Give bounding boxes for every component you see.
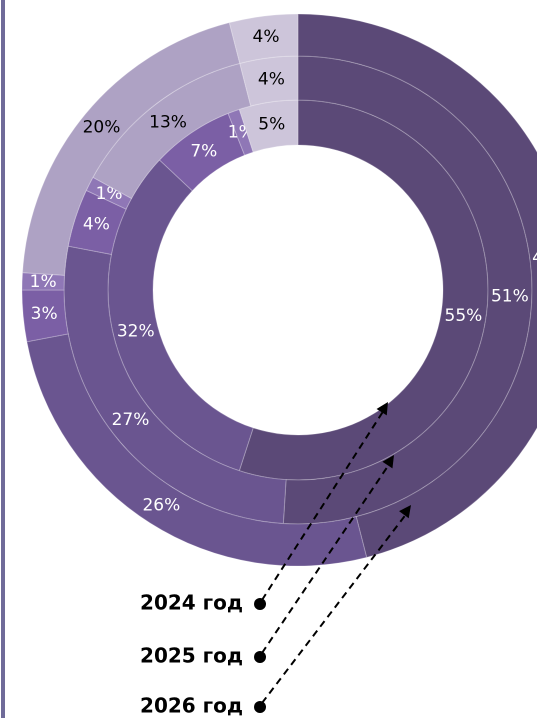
ring-segment bbox=[26, 333, 368, 567]
rings: 55%32%7%1%5%51%27%4%1%13%4%46%26%3%1%20%… bbox=[21, 13, 537, 567]
ring-segment bbox=[239, 55, 299, 107]
ring-segment bbox=[85, 176, 133, 210]
value-label: 4% bbox=[258, 70, 285, 90]
value-label: 3% bbox=[31, 304, 58, 324]
value-label: 13% bbox=[149, 112, 187, 132]
arrow-head bbox=[382, 455, 394, 469]
year-label: 2025 год bbox=[140, 644, 243, 668]
arrow-line bbox=[261, 512, 408, 704]
arrow-head bbox=[399, 505, 411, 519]
arrow-head bbox=[376, 402, 388, 416]
value-label: 20% bbox=[83, 117, 121, 137]
marker-dot bbox=[254, 701, 266, 713]
ring-segment bbox=[297, 13, 537, 558]
value-label: 4% bbox=[83, 214, 110, 234]
value-label: 5% bbox=[258, 115, 285, 135]
marker-dot bbox=[254, 651, 266, 663]
ring-segment bbox=[282, 55, 533, 525]
value-label: 46% bbox=[532, 248, 537, 268]
value-label: 32% bbox=[117, 322, 155, 342]
value-label: 51% bbox=[491, 287, 529, 307]
ring-segment bbox=[238, 99, 299, 153]
value-label: 27% bbox=[112, 410, 150, 430]
value-label: 1% bbox=[30, 272, 57, 292]
value-label: 4% bbox=[253, 27, 280, 47]
arrow-line bbox=[261, 409, 385, 601]
ring-segment bbox=[228, 13, 299, 64]
marker-dot bbox=[254, 598, 266, 610]
ring-segment bbox=[67, 189, 127, 255]
ring-segment bbox=[21, 272, 65, 291]
value-label: 26% bbox=[142, 495, 180, 515]
value-label: 7% bbox=[190, 141, 217, 161]
value-label: 55% bbox=[445, 306, 483, 326]
annotations: 2024 год 2025 год 2026 год bbox=[140, 402, 411, 718]
arrow-line bbox=[261, 462, 391, 654]
ring-segment bbox=[227, 108, 254, 156]
year-label: 2026 год bbox=[140, 694, 243, 718]
year-label: 2024 год bbox=[140, 591, 243, 615]
